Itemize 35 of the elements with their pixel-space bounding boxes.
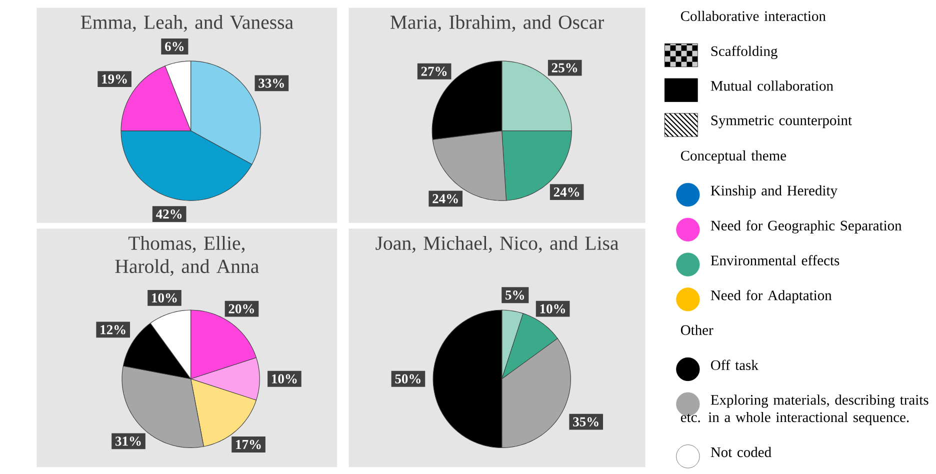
text: Exploring materials, describing traits etc. in a whole interactional sequence. [680,394,928,426]
data-label: 31% [115,436,141,446]
data-label: 50% [395,374,420,384]
chart-title: Maria, Ibrahim, and Oscar [390,15,604,32]
data-label: 33% [258,78,284,88]
data-label: 35% [573,417,598,426]
data-label: 10% [272,374,297,384]
data-label: 24% [432,194,458,204]
text: Off task [711,360,758,370]
chart-title: Joan, Michael, Nico, and Lisa [376,236,619,253]
data-label: 27% [421,66,447,76]
data-label: 12% [100,325,126,334]
data-label: 25% [552,63,578,72]
text: Need for Adaptation [710,290,832,304]
data-label: 17% [236,440,261,450]
text: Mutual collaboration [710,80,834,91]
data-label: 19% [102,74,127,84]
chart-title: Thomas, Ellie, Harold, and Anna [115,236,259,276]
data-label: 20% [228,304,254,314]
data-label: 5% [506,290,524,300]
data-label: 10% [152,293,177,303]
text: Not coded [710,446,772,458]
data-label: 6% [165,42,184,52]
chart-title: Emma, Leah, and Vanessa [80,15,294,32]
text: Environmental effects [710,255,840,266]
text: Collaborative interaction [680,10,826,22]
data-label: 42% [156,210,182,219]
text: Scaffolding [711,46,778,60]
data-label: 24% [554,188,580,197]
text: Conceptual theme [680,150,786,164]
text: Symmetric counterpoint [711,116,852,128]
text: Other [680,324,714,336]
data-label: 10% [540,304,566,314]
text: Kinship and Heredity [710,185,838,198]
text: Need for Geographic Separation [710,220,902,234]
